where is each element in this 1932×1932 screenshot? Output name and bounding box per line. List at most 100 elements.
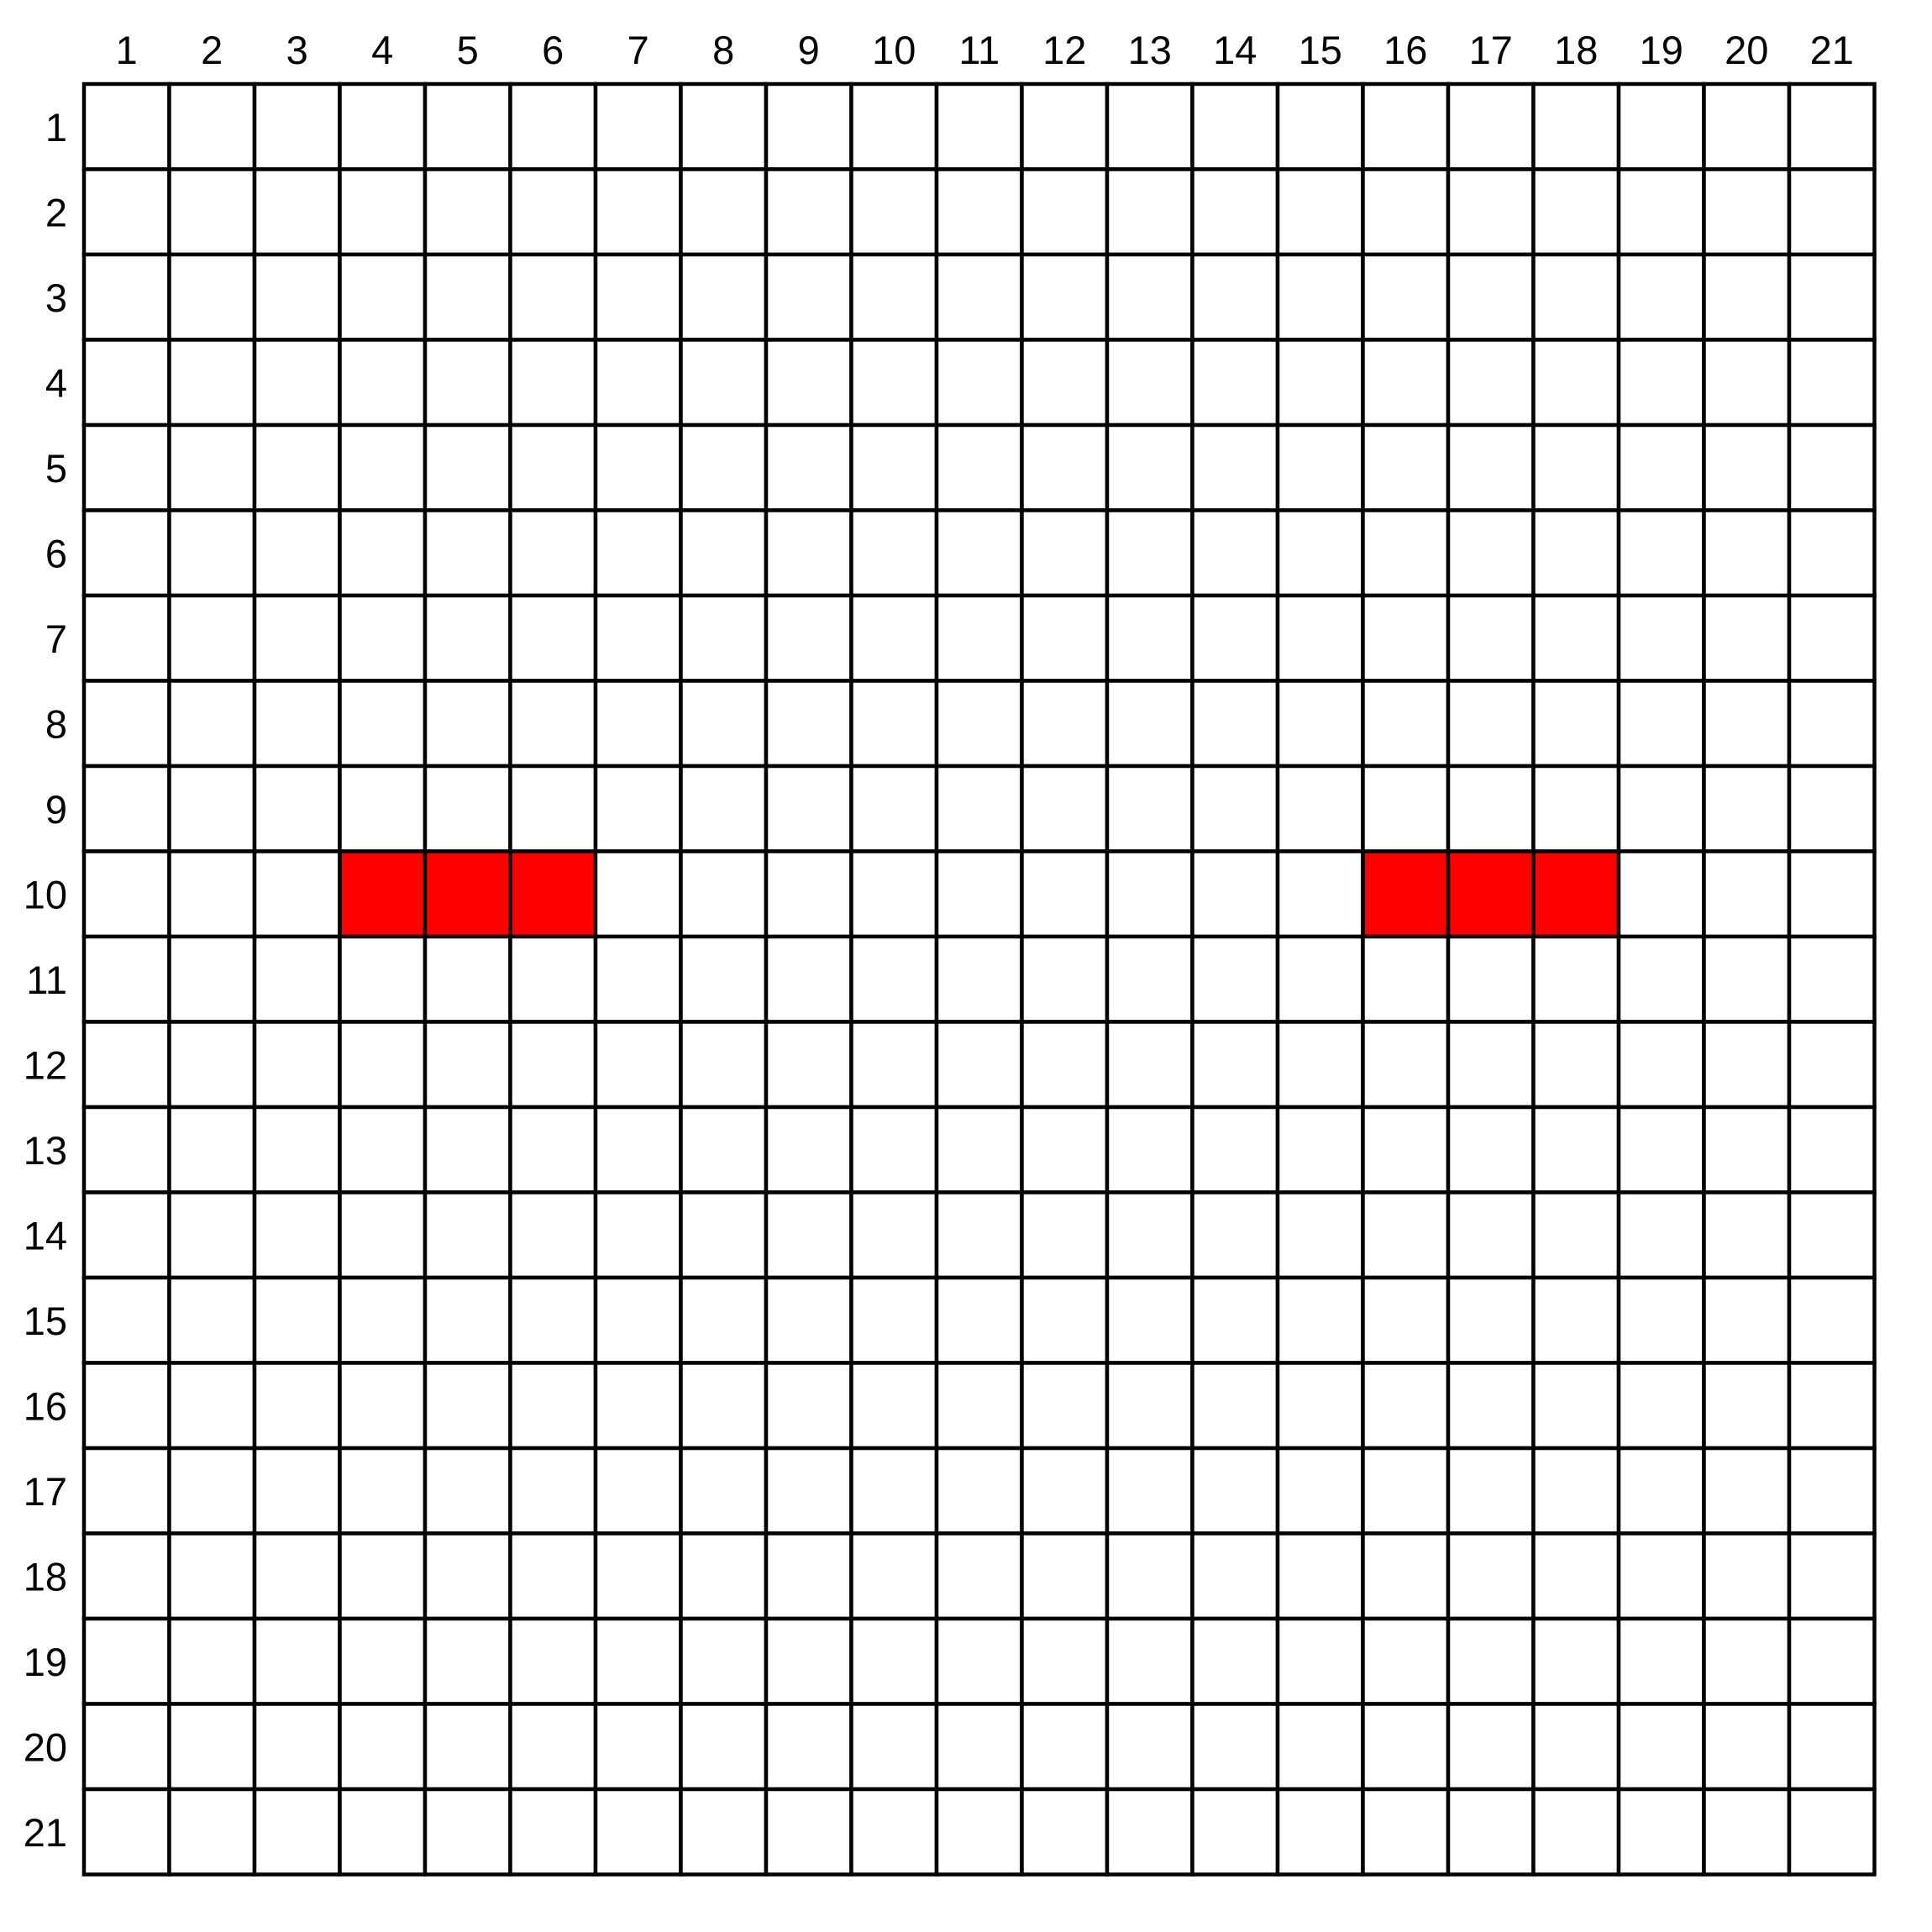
grid-cell[interactable] (508, 1275, 598, 1365)
grid-cell[interactable] (1531, 508, 1621, 598)
grid-cell[interactable] (764, 1190, 853, 1280)
grid-cell[interactable] (508, 1446, 598, 1536)
grid-cell[interactable] (1105, 1446, 1194, 1536)
grid-cell[interactable] (1020, 1531, 1110, 1621)
grid-cell[interactable] (423, 593, 512, 683)
grid-cell[interactable] (252, 167, 342, 257)
grid-cell[interactable] (1275, 679, 1365, 769)
grid-cell[interactable] (81, 508, 171, 598)
grid-cell[interactable] (508, 1020, 598, 1110)
grid-cell[interactable] (849, 1275, 939, 1365)
grid-cell[interactable] (423, 1105, 512, 1194)
grid-cell[interactable] (1446, 1702, 1536, 1792)
grid-cell[interactable] (764, 593, 853, 683)
grid-cell[interactable] (1190, 934, 1280, 1024)
grid-cell[interactable] (423, 338, 512, 428)
grid-cell[interactable] (508, 167, 598, 257)
grid-cell[interactable] (252, 679, 342, 769)
grid-cell[interactable] (1020, 849, 1110, 939)
grid-cell[interactable] (764, 849, 853, 939)
grid-cell[interactable] (1105, 1616, 1194, 1706)
grid-cell[interactable] (934, 1787, 1024, 1877)
grid-cell[interactable] (593, 934, 683, 1024)
grid-cell[interactable] (1787, 1105, 1877, 1194)
grid-cell[interactable] (1275, 1616, 1365, 1706)
grid-cell[interactable] (81, 1190, 171, 1280)
grid-cell[interactable] (252, 508, 342, 598)
grid-cell[interactable] (508, 1105, 598, 1194)
grid-cell[interactable] (1361, 167, 1451, 257)
grid-cell[interactable] (593, 508, 683, 598)
grid-cell[interactable] (764, 252, 853, 342)
grid-cell[interactable] (167, 508, 257, 598)
grid-cell[interactable] (1275, 1361, 1365, 1451)
grid-cell[interactable] (508, 81, 598, 171)
grid-cell[interactable] (167, 338, 257, 428)
grid-cell[interactable] (81, 1702, 171, 1792)
filled-cell[interactable] (338, 849, 428, 939)
grid-cell[interactable] (1446, 1787, 1536, 1877)
grid-cell[interactable] (764, 764, 853, 853)
grid-cell[interactable] (1190, 849, 1280, 939)
grid-cell[interactable] (679, 934, 769, 1024)
grid-cell[interactable] (1531, 1361, 1621, 1451)
grid-cell[interactable] (167, 1275, 257, 1365)
grid-cell[interactable] (1105, 1275, 1194, 1365)
grid-cell[interactable] (1702, 679, 1792, 769)
grid-cell[interactable] (1275, 1275, 1365, 1365)
grid-cell[interactable] (1361, 1531, 1451, 1621)
grid-cell[interactable] (423, 508, 512, 598)
grid-cell[interactable] (593, 1446, 683, 1536)
grid-cell[interactable] (679, 1702, 769, 1792)
grid-cell[interactable] (81, 252, 171, 342)
grid-cell[interactable] (764, 1105, 853, 1194)
grid-cell[interactable] (252, 423, 342, 512)
grid-cell[interactable] (1531, 1020, 1621, 1110)
grid-cell[interactable] (81, 81, 171, 171)
grid-cell[interactable] (679, 1616, 769, 1706)
grid-cell[interactable] (338, 764, 428, 853)
grid-cell[interactable] (338, 1020, 428, 1110)
grid-cell[interactable] (1446, 1020, 1536, 1110)
grid-cell[interactable] (1020, 764, 1110, 853)
grid-cell[interactable] (1190, 1702, 1280, 1792)
grid-cell[interactable] (1105, 1190, 1194, 1280)
grid-cell[interactable] (679, 338, 769, 428)
grid-cell[interactable] (1702, 1531, 1792, 1621)
grid-cell[interactable] (1105, 81, 1194, 171)
grid-cell[interactable] (1531, 1787, 1621, 1877)
grid-cell[interactable] (934, 252, 1024, 342)
grid-cell[interactable] (1361, 1446, 1451, 1536)
grid-cell[interactable] (167, 252, 257, 342)
filled-cell[interactable] (508, 849, 598, 939)
grid-cell[interactable] (1787, 679, 1877, 769)
grid-cell[interactable] (81, 1531, 171, 1621)
grid-cell[interactable] (423, 167, 512, 257)
grid-cell[interactable] (1616, 167, 1706, 257)
grid-cell[interactable] (1105, 593, 1194, 683)
grid-cell[interactable] (1190, 1020, 1280, 1110)
grid-cell[interactable] (252, 934, 342, 1024)
grid-cell[interactable] (1702, 1446, 1792, 1536)
grid-cell[interactable] (1531, 1190, 1621, 1280)
grid-cell[interactable] (252, 764, 342, 853)
grid-cell[interactable] (593, 679, 683, 769)
grid-cell[interactable] (252, 1361, 342, 1451)
grid-cell[interactable] (593, 593, 683, 683)
grid-cell[interactable] (849, 508, 939, 598)
grid-cell[interactable] (423, 934, 512, 1024)
grid-cell[interactable] (1702, 167, 1792, 257)
grid-cell[interactable] (1361, 508, 1451, 598)
grid-cell[interactable] (423, 1616, 512, 1706)
grid-cell[interactable] (1020, 593, 1110, 683)
grid-cell[interactable] (338, 593, 428, 683)
grid-cell[interactable] (1787, 1190, 1877, 1280)
grid-cell[interactable] (1275, 252, 1365, 342)
grid-cell[interactable] (1531, 934, 1621, 1024)
grid-cell[interactable] (849, 1105, 939, 1194)
grid-cell[interactable] (1531, 252, 1621, 342)
grid-cell[interactable] (1446, 508, 1536, 598)
grid-cell[interactable] (1020, 1787, 1110, 1877)
grid-cell[interactable] (338, 679, 428, 769)
grid-cell[interactable] (508, 1616, 598, 1706)
